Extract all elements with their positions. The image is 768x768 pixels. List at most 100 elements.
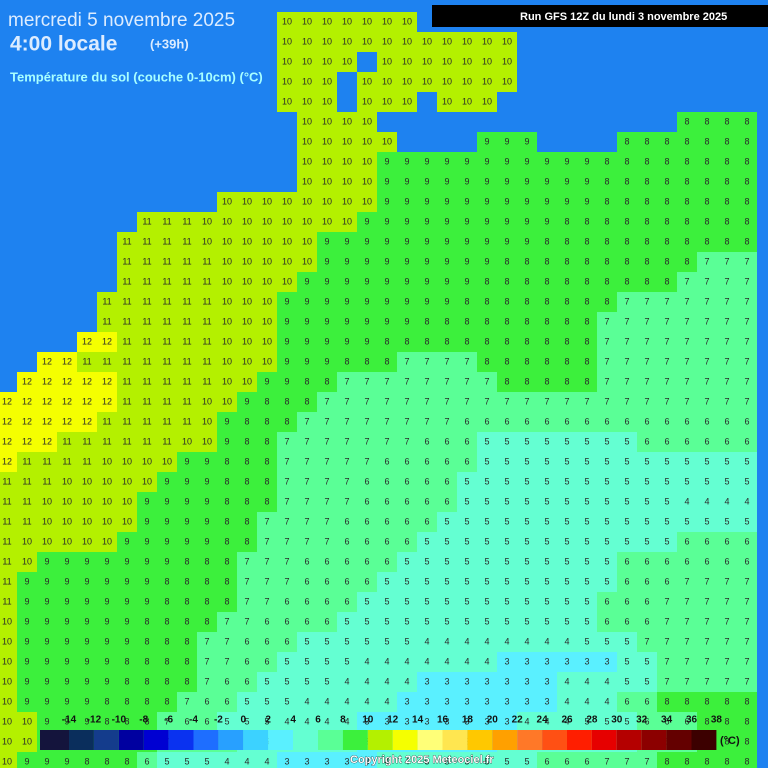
temperature-value: 6 <box>244 656 249 666</box>
temperature-value: 9 <box>104 676 109 686</box>
temperature-cell <box>557 372 577 392</box>
temperature-cell <box>17 372 37 392</box>
temperature-cell <box>357 572 377 592</box>
temperature-cell <box>717 612 737 632</box>
temperature-value: 10 <box>242 256 252 266</box>
temperature-value: 10 <box>162 456 172 466</box>
temperature-cell <box>437 512 457 532</box>
temperature-cell <box>497 752 517 768</box>
scale-box <box>467 730 493 750</box>
temperature-cell <box>217 692 237 712</box>
temperature-cell <box>457 452 477 472</box>
temperature-value: 7 <box>684 376 689 386</box>
temperature-value: 5 <box>324 676 329 686</box>
temperature-value: 8 <box>704 176 709 186</box>
temperature-value: 10 <box>202 396 212 406</box>
temperature-cell <box>577 752 597 768</box>
temperature-cell <box>557 612 577 632</box>
temperature-value: 8 <box>164 576 169 586</box>
temperature-cell <box>377 72 397 92</box>
temperature-cell <box>737 672 757 692</box>
temperature-cell <box>737 152 757 172</box>
temperature-value: 7 <box>644 376 649 386</box>
temperature-value: 8 <box>664 276 669 286</box>
temperature-value: 6 <box>644 696 649 706</box>
temperature-cell <box>237 432 257 452</box>
temperature-cell <box>617 352 637 372</box>
temperature-cell <box>237 752 257 768</box>
temperature-cell <box>277 32 297 52</box>
temperature-value: 6 <box>644 416 649 426</box>
temperature-cell <box>277 692 297 712</box>
temperature-value: 5 <box>644 516 649 526</box>
temperature-value: 10 <box>122 496 132 506</box>
temperature-cell <box>257 692 277 712</box>
temperature-cell <box>317 132 337 152</box>
temperature-cell <box>317 432 337 452</box>
temperature-value: 5 <box>484 476 489 486</box>
temperature-cell <box>157 452 177 472</box>
temperature-value: 6 <box>224 696 229 706</box>
temperature-cell <box>177 392 197 412</box>
temperature-cell <box>117 332 137 352</box>
temperature-value: 6 <box>464 416 469 426</box>
temperature-cell <box>697 452 717 472</box>
temperature-cell <box>97 432 117 452</box>
temperature-cell <box>317 752 337 768</box>
temperature-cell <box>737 112 757 132</box>
temperature-value: 5 <box>644 656 649 666</box>
temperature-cell <box>437 532 457 552</box>
temperature-cell <box>597 372 617 392</box>
temperature-cell <box>717 152 737 172</box>
temperature-cell <box>117 372 137 392</box>
temperature-cell <box>597 392 617 412</box>
temperature-cell <box>57 692 77 712</box>
temperature-cell <box>717 272 737 292</box>
temperature-cell <box>297 672 317 692</box>
temperature-value: 9 <box>44 556 49 566</box>
temperature-value: 5 <box>564 476 569 486</box>
temperature-value: 10 <box>242 316 252 326</box>
temperature-cell <box>157 612 177 632</box>
temperature-cell <box>477 152 497 172</box>
temperature-cell <box>377 212 397 232</box>
temperature-value: 8 <box>564 376 569 386</box>
temperature-value: 11 <box>142 236 151 246</box>
temperature-cell <box>137 672 157 692</box>
temperature-cell <box>257 512 277 532</box>
temperature-cell <box>697 692 717 712</box>
temperature-cell <box>217 352 237 372</box>
temperature-cell <box>737 512 757 532</box>
temperature-cell <box>137 232 157 252</box>
temperature-value: 5 <box>524 436 529 446</box>
temperature-cell <box>737 472 757 492</box>
temperature-value: 9 <box>504 156 509 166</box>
temperature-cell <box>477 572 497 592</box>
temperature-cell <box>397 652 417 672</box>
temperature-cell <box>0 532 17 552</box>
temperature-value: 10 <box>302 256 312 266</box>
temperature-value: 5 <box>584 496 589 506</box>
temperature-value: 9 <box>344 296 349 306</box>
temperature-cell <box>397 372 417 392</box>
temperature-cell <box>317 72 337 92</box>
temperature-cell <box>717 672 737 692</box>
temperature-cell <box>517 392 537 412</box>
temperature-value: 8 <box>564 276 569 286</box>
temperature-cell <box>337 652 357 672</box>
temperature-value: 7 <box>724 576 729 586</box>
temperature-value: 6 <box>364 516 369 526</box>
temperature-value: 8 <box>604 216 609 226</box>
temperature-value: 5 <box>524 516 529 526</box>
temperature-cell <box>277 372 297 392</box>
temperature-value: 7 <box>404 436 409 446</box>
temperature-cell <box>177 492 197 512</box>
temperature-cell <box>357 372 377 392</box>
temperature-cell <box>317 272 337 292</box>
temperature-value: 4 <box>504 636 509 646</box>
temperature-value: 7 <box>704 576 709 586</box>
temperature-value: 7 <box>564 396 569 406</box>
temperature-value: 10 <box>262 216 272 226</box>
temperature-value: 7 <box>344 416 349 426</box>
